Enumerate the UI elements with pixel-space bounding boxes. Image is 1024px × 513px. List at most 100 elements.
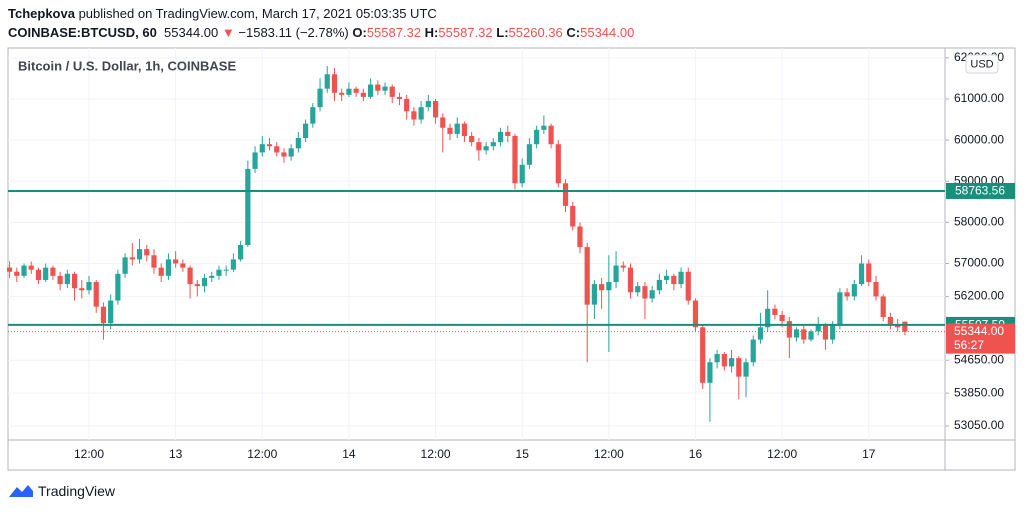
logo-shape [9, 485, 33, 497]
x-tick-label: 12:00 [767, 447, 797, 461]
candle-body [649, 290, 655, 299]
y-tick-label: 58000.00 [954, 215, 1004, 229]
c-value: 55344.00 [580, 25, 635, 40]
currency-button[interactable] [965, 54, 999, 74]
x-tick-label: 12:00 [74, 447, 104, 461]
author: Tchepkova [8, 6, 75, 21]
candle-body [339, 92, 345, 95]
candle-body [786, 321, 792, 338]
chart-frame [7, 47, 1016, 471]
candle-body [750, 339, 756, 363]
y-tick-label: 54650.00 [954, 352, 1004, 366]
candle-body [317, 88, 323, 108]
candle-body [28, 265, 34, 270]
candle-body [324, 74, 330, 89]
candle-body [418, 107, 424, 120]
candle-body [808, 331, 814, 340]
candle-body [281, 152, 287, 157]
l-label: L: [496, 25, 509, 40]
candle-body [837, 292, 843, 326]
y-tick-label: 53050.00 [954, 418, 1004, 432]
candle-body [461, 123, 468, 136]
x-tick-label: 12:00 [247, 447, 277, 461]
o-label: O: [352, 25, 367, 40]
candle-body [570, 205, 576, 227]
header-line: Tchepkova published on TradingView.com, … [8, 4, 634, 23]
candle-body [642, 286, 648, 299]
candle-body [519, 164, 525, 184]
candle-body [136, 249, 143, 260]
candle-body [201, 277, 208, 287]
y-tick-label: 61000.00 [954, 91, 1004, 105]
candle-body [844, 292, 850, 297]
candle-body [432, 101, 439, 118]
last-price-label: 55344.00 [954, 324, 1004, 338]
candle-body [187, 267, 193, 285]
candle-body [895, 325, 901, 328]
candle-body [144, 249, 150, 256]
candle-body [288, 148, 294, 157]
candle-body [548, 125, 554, 145]
candle-body [151, 255, 157, 268]
c-label: C: [566, 25, 581, 40]
candle-body [721, 354, 727, 367]
candle-body [728, 358, 735, 367]
candle-body [35, 269, 42, 280]
candle-body [627, 267, 634, 293]
candle-body [635, 286, 641, 293]
candle-body [404, 98, 410, 112]
l-value: 55260.36 [508, 25, 563, 40]
header-line: COINBASE:BTCUSD, 60 55344.00 ▼ −1583.11 … [8, 23, 634, 42]
candle-body [295, 138, 301, 149]
candle-body [360, 92, 366, 97]
h-value: 55587.32 [438, 25, 493, 40]
candle-body [584, 247, 590, 305]
candle-body [245, 168, 251, 245]
candle-body [620, 265, 626, 268]
candle-body [555, 144, 561, 184]
candle-body [180, 263, 186, 268]
header: Tchepkova published on TradingView.com, … [8, 4, 634, 42]
candle-body [396, 96, 403, 99]
candle-body [425, 101, 431, 108]
candle-body [815, 325, 821, 332]
candle-body [216, 269, 222, 276]
arrow: ▼ [221, 25, 235, 40]
candle-body [274, 146, 280, 153]
candle-body [158, 267, 164, 276]
candle-body [858, 263, 865, 285]
candle-body [86, 282, 92, 291]
candle-body [743, 362, 749, 377]
level-label: 58763.56 [955, 184, 1005, 198]
candle-body [887, 316, 894, 326]
countdown: 56:27 [954, 338, 984, 352]
candle-body [108, 300, 114, 324]
candle-body [483, 146, 489, 151]
grid [8, 48, 945, 440]
candle-body [165, 259, 172, 276]
x-tick-label: 12:00 [594, 447, 624, 461]
candle-body [591, 284, 597, 305]
candle-body [310, 107, 316, 124]
x-tick-label: 12:00 [421, 447, 451, 461]
y-tick-label: 60000.00 [954, 132, 1004, 146]
candle-body [671, 275, 677, 285]
candle-body [685, 271, 691, 301]
candle-body [830, 325, 836, 340]
candle-body [851, 284, 857, 297]
candle-body [173, 259, 179, 264]
last-price: 55344.00 [164, 25, 219, 40]
published: published on TradingView.com, March 17, … [78, 6, 437, 21]
currency-label[interactable]: USD [970, 58, 993, 70]
candle-body [606, 282, 612, 291]
candle-body [469, 135, 475, 143]
candle-body [411, 111, 417, 120]
candle-body [505, 131, 511, 136]
candle-body [194, 284, 200, 287]
candle-body [367, 84, 374, 97]
candles [6, 66, 945, 422]
candle-body [64, 273, 70, 285]
candle-body [14, 271, 20, 276]
